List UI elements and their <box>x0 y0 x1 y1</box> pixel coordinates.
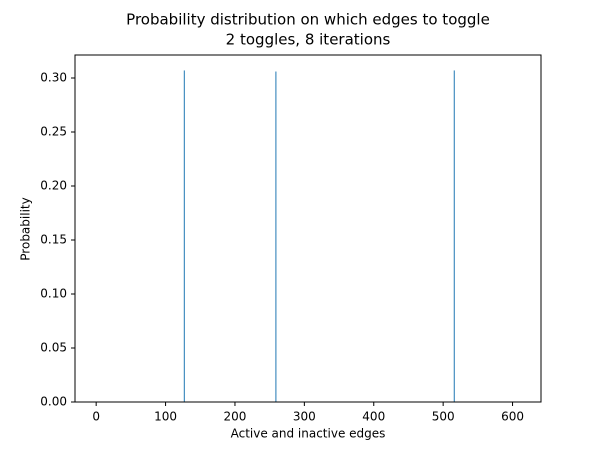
plot-frame <box>74 54 542 403</box>
y-tick-label: 0.15 <box>40 233 67 247</box>
chart-subtitle: 2 toggles, 8 iterations <box>226 31 391 49</box>
bar <box>453 70 455 403</box>
bar <box>275 71 277 403</box>
x-tick-label: 200 <box>224 410 247 424</box>
y-tick-label: 0.10 <box>40 287 67 301</box>
y-tick-label: 0.00 <box>40 395 67 409</box>
x-axis-label: Active and inactive edges <box>231 427 386 441</box>
x-tick-label: 0 <box>92 410 100 424</box>
y-tick-label: 0.20 <box>40 179 67 193</box>
x-tick-label: 100 <box>154 410 177 424</box>
y-tick-label: 0.30 <box>40 71 67 85</box>
x-tick-label: 400 <box>362 410 385 424</box>
x-tick-label: 300 <box>293 410 316 424</box>
y-tick-label: 0.05 <box>40 341 67 355</box>
x-tick-label: 500 <box>432 410 455 424</box>
x-tick-label: 600 <box>501 410 524 424</box>
y-tick-label: 0.25 <box>40 125 67 139</box>
chart-title: Probability distribution on which edges … <box>126 11 490 29</box>
bar <box>183 70 185 403</box>
y-axis-label: Probability <box>19 197 33 260</box>
